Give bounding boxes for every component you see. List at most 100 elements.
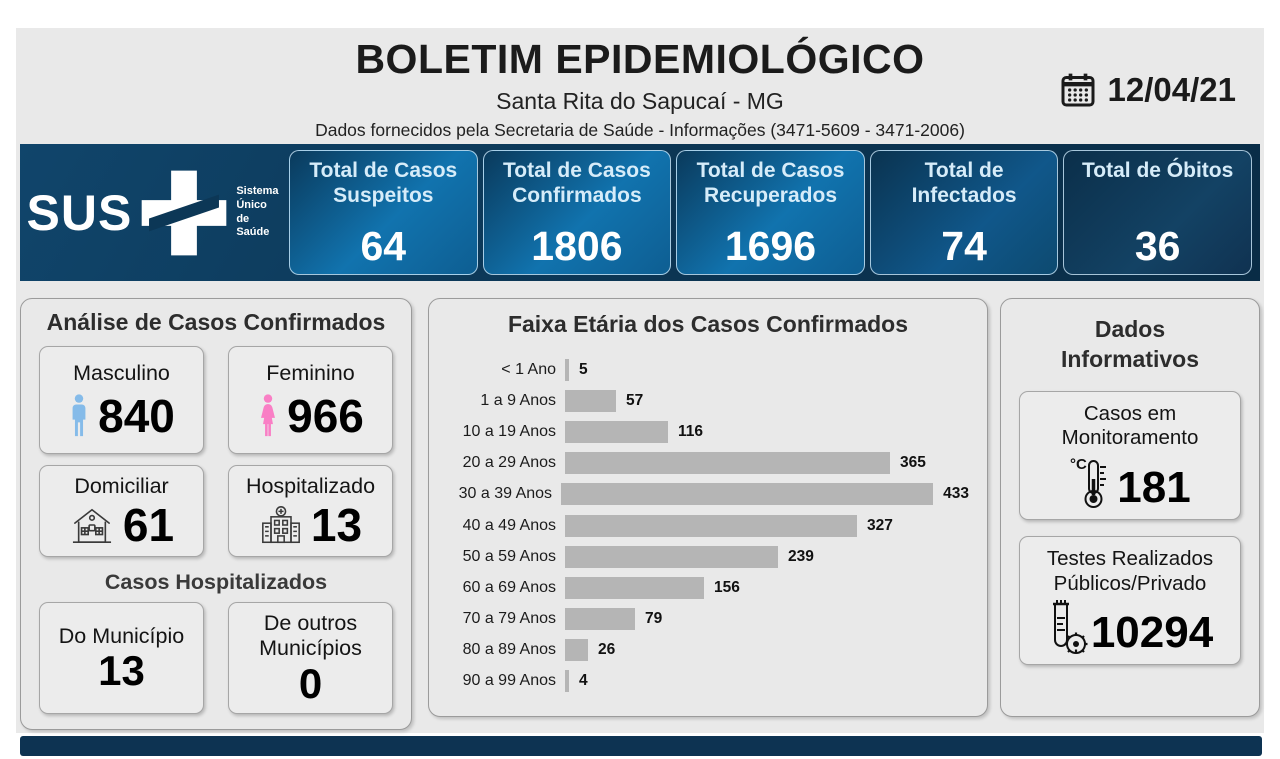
house-icon bbox=[69, 505, 115, 545]
female-card: Feminino 966 bbox=[228, 346, 393, 454]
card-total-obitos: Total de Óbitos 36 bbox=[1063, 150, 1252, 275]
card-label: Total de Casos Suspeitos bbox=[309, 159, 458, 207]
male-card: Masculino 840 bbox=[39, 346, 204, 454]
chart-value-label: 5 bbox=[579, 360, 588, 378]
other-cities-count: 0 bbox=[298, 659, 323, 707]
info-panel: Dados Informativos Casos em Monitorament… bbox=[1000, 298, 1260, 717]
monitoring-card: Casos em Monitoramento °C bbox=[1019, 390, 1241, 520]
card-total-infectados: Total de Infectados 74 bbox=[869, 150, 1059, 275]
card-label: Total de Óbitos bbox=[1082, 159, 1234, 182]
info-line: Dados fornecidos pela Secretaria de Saúd… bbox=[315, 120, 965, 140]
chart-value-label: 57 bbox=[626, 391, 644, 409]
home-care-label: Domiciliar bbox=[74, 473, 169, 498]
local-cases-card: Do Município 13 bbox=[39, 602, 204, 714]
card-total-suspeitos: Total de Casos Suspeitos 64 bbox=[289, 150, 478, 275]
chart-bar bbox=[565, 545, 778, 568]
home-care-card: Domiciliar bbox=[39, 465, 204, 557]
male-count: 840 bbox=[98, 390, 175, 443]
chart-row: 50 a 59 Anos 239 bbox=[447, 541, 969, 572]
female-label: Feminino bbox=[266, 360, 355, 385]
chart-category-label: 20 a 29 Anos bbox=[462, 454, 556, 472]
analysis-title: Análise de Casos Confirmados bbox=[46, 309, 386, 335]
page-background: BOLETIM EPIDEMIOLÓGICO Santa Rita do Sap… bbox=[16, 28, 1264, 733]
card-label: Total de Infectados bbox=[911, 159, 1017, 207]
chart-row: 80 a 89 Anos 26 bbox=[447, 635, 969, 666]
sus-logo: SUS Sistema Único de Saúde bbox=[20, 144, 279, 281]
tests-count: 10294 bbox=[1090, 607, 1214, 657]
city-subtitle: Santa Rita do Sapucaí - MG bbox=[496, 88, 784, 114]
chart-category-label: 1 a 9 Anos bbox=[480, 391, 556, 409]
sus-logo-text: SUS bbox=[26, 184, 133, 241]
chart-value-label: 156 bbox=[714, 578, 740, 596]
card-value: 64 bbox=[360, 222, 407, 269]
hospital-icon bbox=[259, 505, 303, 545]
monitoring-count: 181 bbox=[1117, 462, 1191, 512]
date-value: 12/04/21 bbox=[1107, 71, 1236, 108]
female-count: 966 bbox=[287, 390, 364, 443]
other-cities-label: De outros Municípios bbox=[259, 611, 362, 660]
male-label: Masculino bbox=[73, 360, 170, 385]
chart-category-label: 10 a 19 Anos bbox=[462, 422, 556, 440]
card-label: Total de Casos Recuperados bbox=[696, 159, 845, 207]
svg-text:°C: °C bbox=[1070, 456, 1087, 473]
tests-card: Testes Realizados Públicos/Privado bbox=[1019, 535, 1241, 666]
chart-bar bbox=[565, 576, 704, 599]
page-title: BOLETIM EPIDEMIOLÓGICO bbox=[355, 36, 925, 82]
chart-category-label: 70 a 79 Anos bbox=[462, 610, 556, 628]
card-total-confirmados: Total de Casos Confirmados 1806 bbox=[482, 150, 672, 275]
chart-row: 30 a 39 Anos 433 bbox=[447, 479, 969, 510]
chart-value-label: 365 bbox=[900, 454, 926, 472]
chart-value-label: 4 bbox=[579, 672, 588, 690]
chart-bar bbox=[565, 358, 569, 381]
chart-row: < 1 Ano 5 bbox=[447, 354, 969, 385]
chart-title: Faixa Etária dos Casos Confirmados bbox=[507, 311, 909, 337]
hospitalized-origin-cards: Do Município 13 De outros Municípios 0 bbox=[39, 602, 393, 714]
gender-cards: Masculino 840 Feminino bbox=[39, 346, 393, 454]
card-label: Total de Casos Confirmados bbox=[502, 159, 651, 207]
chart-bar bbox=[565, 608, 635, 631]
chart-bar bbox=[565, 420, 668, 443]
test-tube-icon bbox=[1047, 598, 1089, 656]
info-panel-title: Dados Informativos bbox=[1060, 316, 1200, 372]
hospitalized-section-title: Casos Hospitalizados bbox=[104, 570, 328, 594]
card-value: 74 bbox=[941, 222, 987, 269]
chart-row: 60 a 69 Anos 156 bbox=[447, 572, 969, 603]
chart-bar bbox=[561, 483, 934, 506]
chart-value-label: 26 bbox=[598, 641, 616, 659]
tests-label: Testes Realizados Públicos/Privado bbox=[1046, 546, 1214, 595]
chart-value-label: 116 bbox=[678, 422, 704, 440]
hospitalized-card: Hospitalizado bbox=[228, 465, 393, 557]
footer-bar bbox=[20, 736, 1262, 756]
chart-row: 70 a 79 Anos 79 bbox=[447, 604, 969, 635]
chart-category-label: 80 a 89 Anos bbox=[462, 641, 556, 659]
card-value: 1806 bbox=[531, 222, 623, 269]
chart-category-label: 30 a 39 Anos bbox=[458, 485, 553, 503]
chart-bar bbox=[565, 639, 588, 662]
chart-category-label: 60 a 69 Anos bbox=[462, 578, 556, 596]
sus-tagline: Sistema Único de Saúde bbox=[236, 185, 279, 239]
chart-category-label: 40 a 49 Anos bbox=[462, 516, 556, 534]
chart-category-label: 50 a 59 Anos bbox=[462, 547, 556, 565]
card-value: 36 bbox=[1134, 222, 1181, 269]
chart-row: 10 a 19 Anos 116 bbox=[447, 416, 969, 447]
chart-value-label: 327 bbox=[867, 516, 893, 534]
chart-bar bbox=[565, 514, 857, 537]
summary-banner: SUS Sistema Único de Saúde Total de Caso… bbox=[20, 144, 1260, 281]
date-display: 12/04/21 bbox=[1058, 70, 1236, 110]
hospitalized-count: 13 bbox=[310, 499, 363, 552]
age-bar-chart: < 1 Ano 5 1 a 9 Anos 57 10 a 19 Anos 116 20 a … bbox=[447, 354, 969, 697]
chart-value-label: 239 bbox=[788, 547, 814, 565]
card-value: 1696 bbox=[724, 222, 817, 269]
chart-bar bbox=[565, 452, 890, 475]
chart-row: 20 a 29 Anos 365 bbox=[447, 448, 969, 479]
hospitalized-label: Hospitalizado bbox=[245, 473, 376, 498]
chart-row: 40 a 49 Anos 327 bbox=[447, 510, 969, 541]
calendar-icon bbox=[1058, 70, 1098, 110]
thermometer-icon: °C bbox=[1069, 453, 1115, 511]
local-cases-count: 13 bbox=[98, 647, 145, 695]
other-cities-card: De outros Municípios 0 bbox=[228, 602, 393, 714]
chart-value-label: 79 bbox=[645, 610, 663, 628]
care-cards: Domiciliar bbox=[39, 465, 393, 557]
analysis-panel: Análise de Casos Confirmados Masculino bbox=[20, 298, 412, 730]
